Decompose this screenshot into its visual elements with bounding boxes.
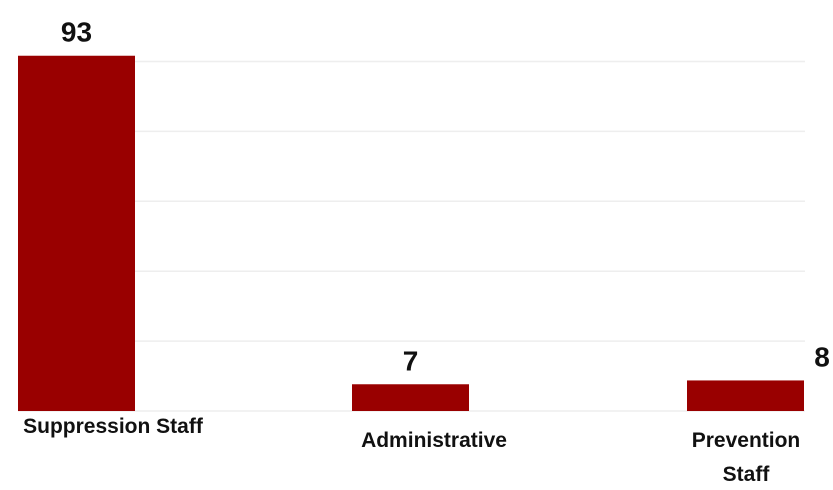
bar-prevention-staff: [687, 380, 804, 411]
bar-suppression-staff: [18, 55, 135, 412]
gridlines: [18, 60, 805, 412]
category-label: Prevention Staff: [692, 429, 801, 486]
category-label: Suppression Staff: [23, 415, 204, 438]
value-label: 7: [403, 345, 419, 376]
bar-administrative: [352, 384, 469, 411]
bars: [18, 55, 804, 412]
value-labels: 93 7 8: [61, 17, 830, 377]
category-labels: Suppression Staff Administrative Preventio…: [23, 415, 800, 486]
category-label: Administrative: [361, 429, 507, 452]
value-label: 8: [814, 341, 830, 372]
value-label: 93: [61, 17, 92, 48]
